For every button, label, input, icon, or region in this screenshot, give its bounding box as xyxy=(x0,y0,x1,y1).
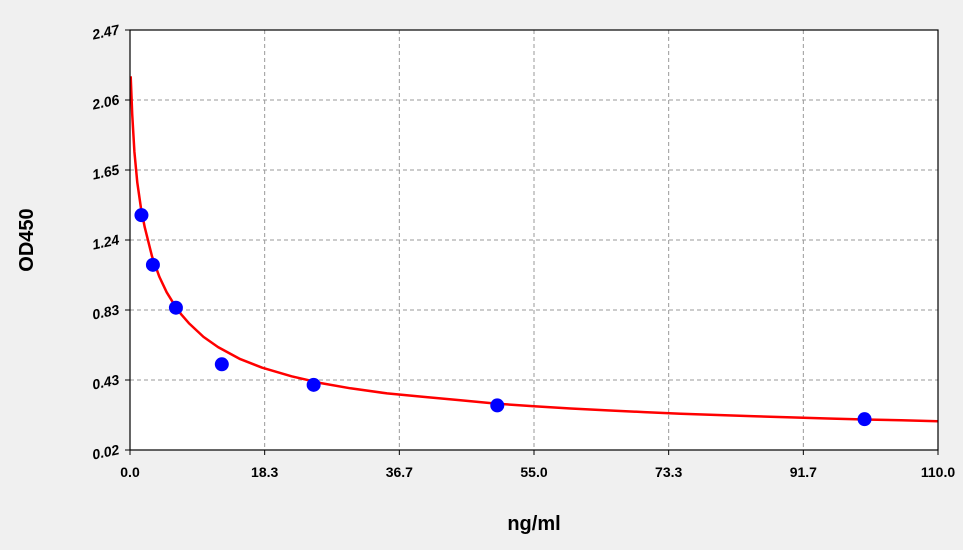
y-tick-label: 2.06 xyxy=(90,91,121,113)
y-tick-label: 0.43 xyxy=(91,371,121,392)
y-tick-label: 1.65 xyxy=(91,161,121,182)
y-tick-label: 1.24 xyxy=(91,231,121,252)
data-point xyxy=(145,257,160,272)
y-tick-labels: 0.02 0.43 0.83 1.24 1.65 2.06 2.47 xyxy=(90,21,122,463)
y-axis-title: OD450 xyxy=(16,208,38,271)
x-tick-labels: 0.0 18.3 36.7 55.0 73.3 91.7 110.0 xyxy=(120,464,955,480)
x-tick-label: 91.7 xyxy=(790,464,817,480)
data-point xyxy=(857,412,872,427)
grid-lines xyxy=(130,30,938,450)
x-tick-label: 110.0 xyxy=(921,464,955,480)
x-tick-label: 18.3 xyxy=(251,464,278,480)
data-point xyxy=(490,398,505,413)
data-point xyxy=(134,208,149,223)
y-tick-label: 0.83 xyxy=(91,301,121,322)
fitted-curve-line xyxy=(129,76,939,423)
x-tick-label: 55.0 xyxy=(520,464,547,480)
y-tick-label: 2.47 xyxy=(90,21,122,43)
tick-marks xyxy=(125,29,939,455)
data-point xyxy=(306,377,321,392)
x-axis-title: ng/ml xyxy=(507,513,560,535)
x-tick-label: 0.0 xyxy=(120,464,140,480)
data-points-layer xyxy=(134,208,872,427)
y-tick-label: 0.02 xyxy=(91,441,121,462)
fitted-curve-layer xyxy=(129,76,939,423)
x-tick-label: 36.7 xyxy=(386,464,413,480)
data-point xyxy=(168,300,183,315)
data-point xyxy=(214,357,229,372)
x-tick-label: 73.3 xyxy=(655,464,682,480)
